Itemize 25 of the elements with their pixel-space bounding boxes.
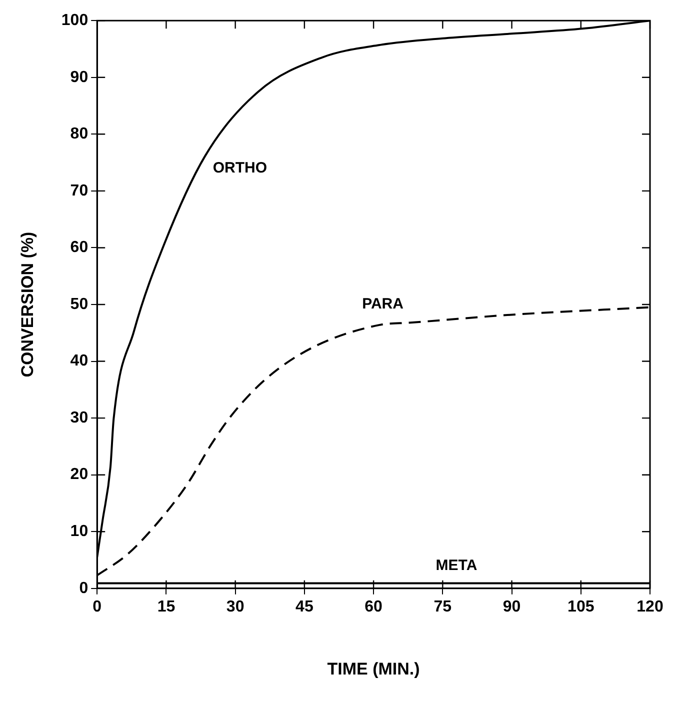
- series-label: META: [436, 556, 478, 574]
- x-axis-title: TIME (MIN.): [327, 659, 420, 678]
- y-axis-title: CONVERSION (%): [18, 232, 37, 378]
- y-tick-label: 40: [70, 352, 88, 370]
- x-tick-label: 120: [636, 598, 664, 616]
- y-tick-label: 60: [70, 239, 88, 256]
- x-tick-label: 90: [502, 598, 521, 616]
- x-tick-label: 15: [157, 598, 176, 616]
- x-tick-label: 75: [434, 598, 452, 616]
- x-tick-label: 60: [364, 598, 383, 616]
- y-tick-label: 50: [70, 296, 88, 313]
- y-tick-label: 80: [70, 126, 88, 143]
- y-tick-label: 0: [79, 580, 88, 597]
- y-tick-label: 10: [70, 523, 88, 540]
- x-tick-label: 45: [296, 598, 314, 616]
- y-tick-label: 20: [70, 466, 88, 484]
- x-tick-label: 0: [92, 598, 102, 616]
- y-tick-label: 30: [70, 409, 88, 426]
- y-tick-label: 90: [70, 68, 88, 86]
- x-tick-label: 105: [568, 598, 594, 616]
- y-tick-label: 100: [61, 12, 88, 30]
- x-tick-label: 30: [226, 598, 244, 616]
- series-label: ORTHO: [212, 159, 268, 176]
- series-label: PARA: [362, 296, 404, 313]
- y-tick-label: 70: [70, 182, 88, 200]
